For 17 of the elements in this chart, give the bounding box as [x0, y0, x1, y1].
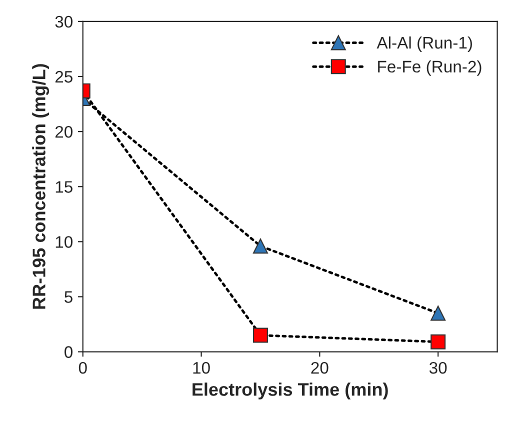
y-axis-title: RR-195 concentration (mg/L) [32, 64, 50, 309]
y-tick-label: 15 [56, 181, 72, 193]
x-tick-label: 10 [193, 362, 210, 374]
legend-label: Fe-Fe (Run-2) [378, 60, 482, 76]
y-tick-label: 5 [64, 291, 72, 303]
y-tick-label: 20 [55, 126, 73, 138]
x-tick-label: 30 [429, 362, 447, 374]
x-axis-title: Electrolysis Time (min) [192, 382, 388, 400]
point [430, 334, 446, 350]
point [430, 306, 446, 321]
y-tick-label: 25 [55, 70, 72, 83]
y-tick-label: 10 [56, 236, 73, 248]
legend-label: Al-Al (Run-1) [376, 36, 472, 52]
y-tick-label: 30 [55, 16, 73, 28]
x-tick-label: 0 [78, 362, 87, 374]
y-tick-label: 0 [64, 346, 73, 358]
x-tick-label: 20 [311, 362, 328, 374]
